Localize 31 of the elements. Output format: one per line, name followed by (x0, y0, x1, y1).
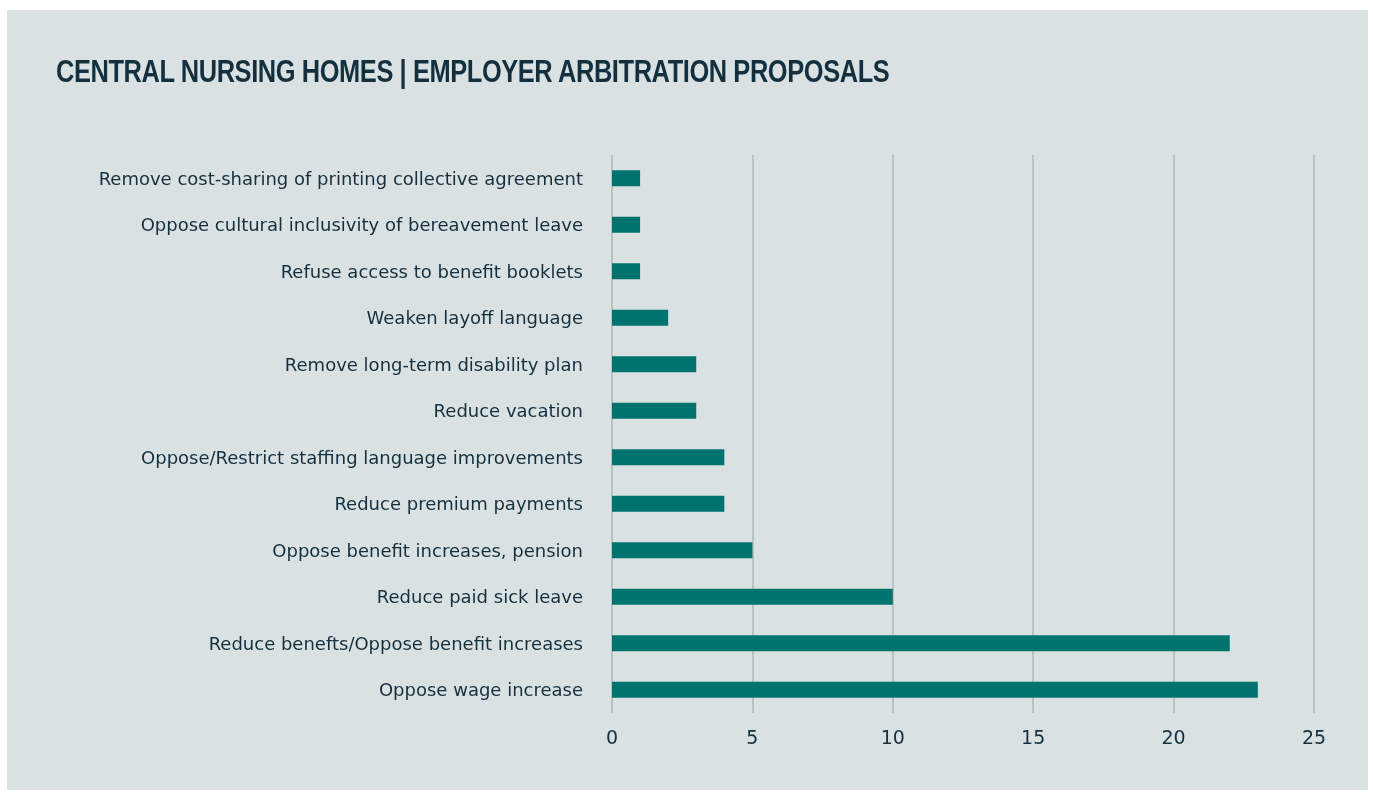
bar (612, 495, 725, 512)
x-tick-label: 5 (746, 725, 759, 748)
y-tick-label: Refuse access to benefit booklets (280, 260, 583, 282)
y-tick-label: Oppose cultural inclusivity of bereavement leave (140, 214, 583, 236)
bar (612, 588, 893, 605)
chart-title: CENTRAL NURSING HOMES | EMPLOYER ARBITRATION PROPOSALS (56, 54, 890, 90)
bar (612, 449, 725, 466)
x-tick-label: 15 (1021, 725, 1046, 748)
y-tick-label: Reduce paid sick leave (376, 586, 583, 608)
bar (612, 263, 641, 280)
x-tick-label: 0 (605, 725, 619, 748)
y-tick-label: Oppose/Restrict staffing language improvements (141, 446, 583, 468)
bar (612, 681, 1258, 698)
bar (612, 170, 641, 187)
y-tick-label: Oppose wage increase (378, 679, 583, 701)
y-tick-label: Oppose benefit increases, pension (272, 539, 583, 561)
y-tick-label: Remove cost-sharing of printing collective agreement (98, 167, 583, 189)
y-tick-label: Weaken layoff language (366, 307, 583, 329)
y-tick-label: Reduce vacation (433, 400, 583, 422)
bar (612, 309, 669, 326)
y-tick-label: Remove long-term disability plan (284, 353, 583, 375)
x-tick-label: 10 (880, 725, 905, 748)
bar (612, 402, 697, 419)
bar (612, 356, 697, 373)
y-tick-label: Reduce premium payments (334, 493, 583, 515)
y-tick-label: Reduce benefts/Oppose benefit increases (208, 632, 583, 654)
x-tick-label: 20 (1161, 725, 1186, 748)
bar (612, 216, 641, 233)
bar (612, 542, 753, 559)
bar (612, 635, 1230, 652)
x-tick-label: 25 (1301, 725, 1327, 748)
